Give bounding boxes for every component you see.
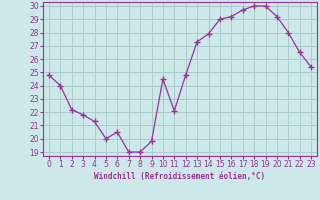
- X-axis label: Windchill (Refroidissement éolien,°C): Windchill (Refroidissement éolien,°C): [94, 172, 266, 181]
